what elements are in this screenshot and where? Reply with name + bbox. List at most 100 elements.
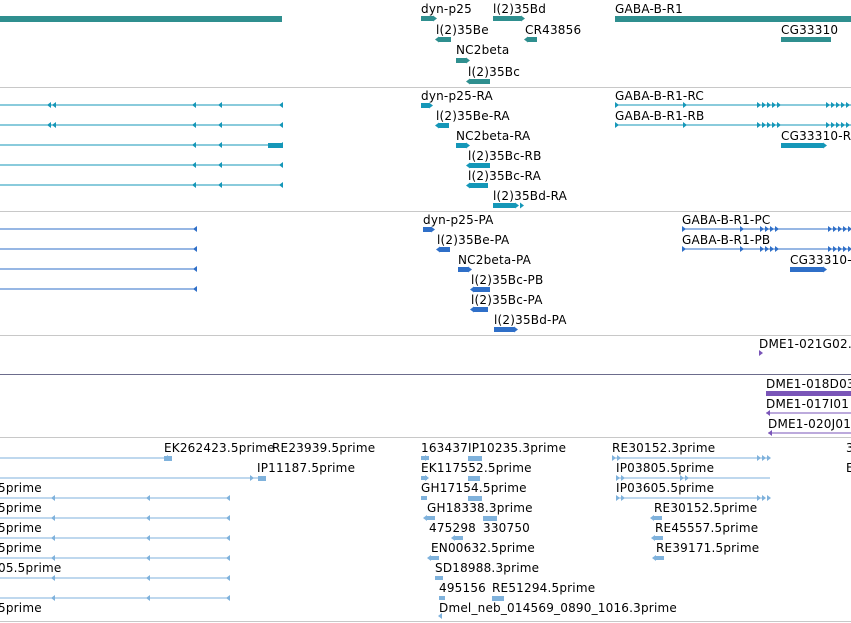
- strand-arrow[interactable]: [52, 102, 56, 108]
- strand-arrow[interactable]: [683, 102, 687, 108]
- feature-block[interactable]: [456, 143, 466, 148]
- strand-arrow[interactable]: [841, 102, 845, 108]
- strand-arrow[interactable]: [226, 595, 230, 601]
- feature-block[interactable]: [492, 596, 504, 601]
- est-label[interactable]: 5prime: [0, 481, 42, 495]
- est-label[interactable]: 163437: [421, 441, 469, 455]
- strand-arrow[interactable]: [423, 515, 427, 521]
- protein-label[interactable]: l(2)35Be-PA: [437, 233, 510, 247]
- strand-arrow[interactable]: [836, 122, 840, 128]
- protein-label[interactable]: CG33310-: [790, 253, 851, 267]
- strand-arrow[interactable]: [772, 102, 776, 108]
- protein-label[interactable]: dyn-p25-PA: [423, 213, 494, 227]
- feature-block[interactable]: [435, 576, 443, 580]
- strand-arrow[interactable]: [848, 226, 851, 232]
- strand-arrow[interactable]: [435, 122, 439, 129]
- feature-block[interactable]: [494, 327, 514, 332]
- strand-arrow[interactable]: [47, 122, 51, 128]
- strand-arrow[interactable]: [433, 15, 437, 22]
- feature-block[interactable]: [423, 227, 431, 232]
- strand-arrow[interactable]: [757, 122, 761, 128]
- strand-arrow[interactable]: [765, 226, 769, 232]
- strand-arrow[interactable]: [51, 595, 55, 601]
- strand-arrow[interactable]: [438, 613, 442, 619]
- strand-arrow[interactable]: [766, 410, 770, 416]
- transcript-label[interactable]: dyn-p25-RA: [421, 89, 493, 103]
- strand-arrow[interactable]: [621, 495, 625, 501]
- strand-arrow[interactable]: [146, 595, 150, 601]
- est-label[interactable]: GH18338.3prime: [427, 501, 533, 515]
- strand-arrow[interactable]: [616, 475, 620, 481]
- strand-arrow[interactable]: [226, 535, 230, 541]
- feature-block[interactable]: [781, 143, 823, 148]
- feature-block[interactable]: [421, 496, 427, 500]
- strand-arrow[interactable]: [51, 515, 55, 521]
- strand-arrow[interactable]: [828, 226, 832, 232]
- est-label[interactable]: EK117552.5prime: [421, 461, 532, 475]
- strand-arrow[interactable]: [146, 555, 150, 561]
- strand-arrow[interactable]: [826, 102, 830, 108]
- est-label[interactable]: IP11187.5prime: [257, 461, 356, 475]
- strand-arrow[interactable]: [767, 102, 771, 108]
- strand-arrow[interactable]: [757, 455, 761, 461]
- strand-arrow[interactable]: [193, 266, 197, 272]
- strand-arrow[interactable]: [828, 246, 832, 252]
- est-label[interactable]: E: [846, 461, 851, 475]
- protein-label[interactable]: GABA-B-R1-PC: [682, 213, 771, 227]
- feature-block[interactable]: [655, 536, 663, 540]
- strand-arrow[interactable]: [192, 102, 196, 108]
- dme-label[interactable]: DME1-021G02.: [759, 337, 851, 351]
- est-label[interactable]: 3: [846, 441, 851, 455]
- strand-arrow[interactable]: [846, 102, 850, 108]
- feature-block[interactable]: [455, 536, 463, 540]
- strand-arrow[interactable]: [765, 246, 769, 252]
- strand-arrow[interactable]: [836, 102, 840, 108]
- strand-arrow[interactable]: [470, 286, 474, 293]
- strand-arrow[interactable]: [193, 246, 197, 252]
- gene-label[interactable]: GABA-B-R1: [615, 2, 683, 16]
- strand-arrow[interactable]: [466, 142, 470, 149]
- strand-arrow[interactable]: [435, 36, 439, 43]
- strand-arrow[interactable]: [279, 102, 283, 108]
- strand-arrow[interactable]: [51, 495, 55, 501]
- feature-block[interactable]: [431, 556, 439, 560]
- protein-label[interactable]: GABA-B-R1-PB: [682, 233, 771, 247]
- est-label[interactable]: 5prime: [0, 521, 42, 535]
- strand-arrow[interactable]: [226, 575, 230, 581]
- dme-label[interactable]: DME1-017I01: [766, 397, 850, 411]
- strand-arrow[interactable]: [429, 102, 433, 109]
- strand-arrow[interactable]: [682, 226, 686, 232]
- strand-arrow[interactable]: [193, 226, 197, 232]
- strand-arrow[interactable]: [846, 122, 850, 128]
- strand-arrow[interactable]: [848, 246, 851, 252]
- strand-arrow[interactable]: [650, 515, 654, 521]
- gene-label[interactable]: CR43856: [525, 23, 582, 37]
- feature-block[interactable]: [439, 596, 445, 600]
- feature-block[interactable]: [468, 456, 482, 461]
- strand-arrow[interactable]: [466, 57, 470, 64]
- est-label[interactable]: IP03605.5prime: [616, 481, 715, 495]
- strand-arrow[interactable]: [831, 122, 835, 128]
- transcript-label[interactable]: l(2)35Bc-RB: [468, 149, 542, 163]
- feature-block[interactable]: [421, 476, 427, 480]
- est-label[interactable]: RE23939.5prime: [272, 441, 376, 455]
- strand-arrow[interactable]: [843, 226, 847, 232]
- strand-arrow[interactable]: [164, 455, 168, 461]
- est-label[interactable]: 05.5prime: [0, 561, 62, 575]
- feature-block[interactable]: [474, 307, 488, 312]
- strand-arrow[interactable]: [425, 455, 429, 461]
- est-label[interactable]: Dmel_neb_014569_0890_1016.3prime: [439, 601, 677, 615]
- gene-block[interactable]: [0, 16, 282, 22]
- protein-label[interactable]: l(2)35Bc-PB: [471, 273, 544, 287]
- strand-arrow[interactable]: [770, 226, 774, 232]
- strand-arrow[interactable]: [843, 246, 847, 252]
- strand-arrow[interactable]: [146, 495, 150, 501]
- feature-block[interactable]: [781, 37, 831, 42]
- feature-block[interactable]: [493, 203, 515, 208]
- est-label[interactable]: RE30152.5prime: [654, 501, 758, 515]
- strand-arrow[interactable]: [218, 142, 222, 148]
- strand-arrow[interactable]: [615, 102, 619, 108]
- feature-block[interactable]: [421, 16, 433, 21]
- feature-block[interactable]: [439, 37, 451, 42]
- strand-arrow[interactable]: [823, 266, 827, 273]
